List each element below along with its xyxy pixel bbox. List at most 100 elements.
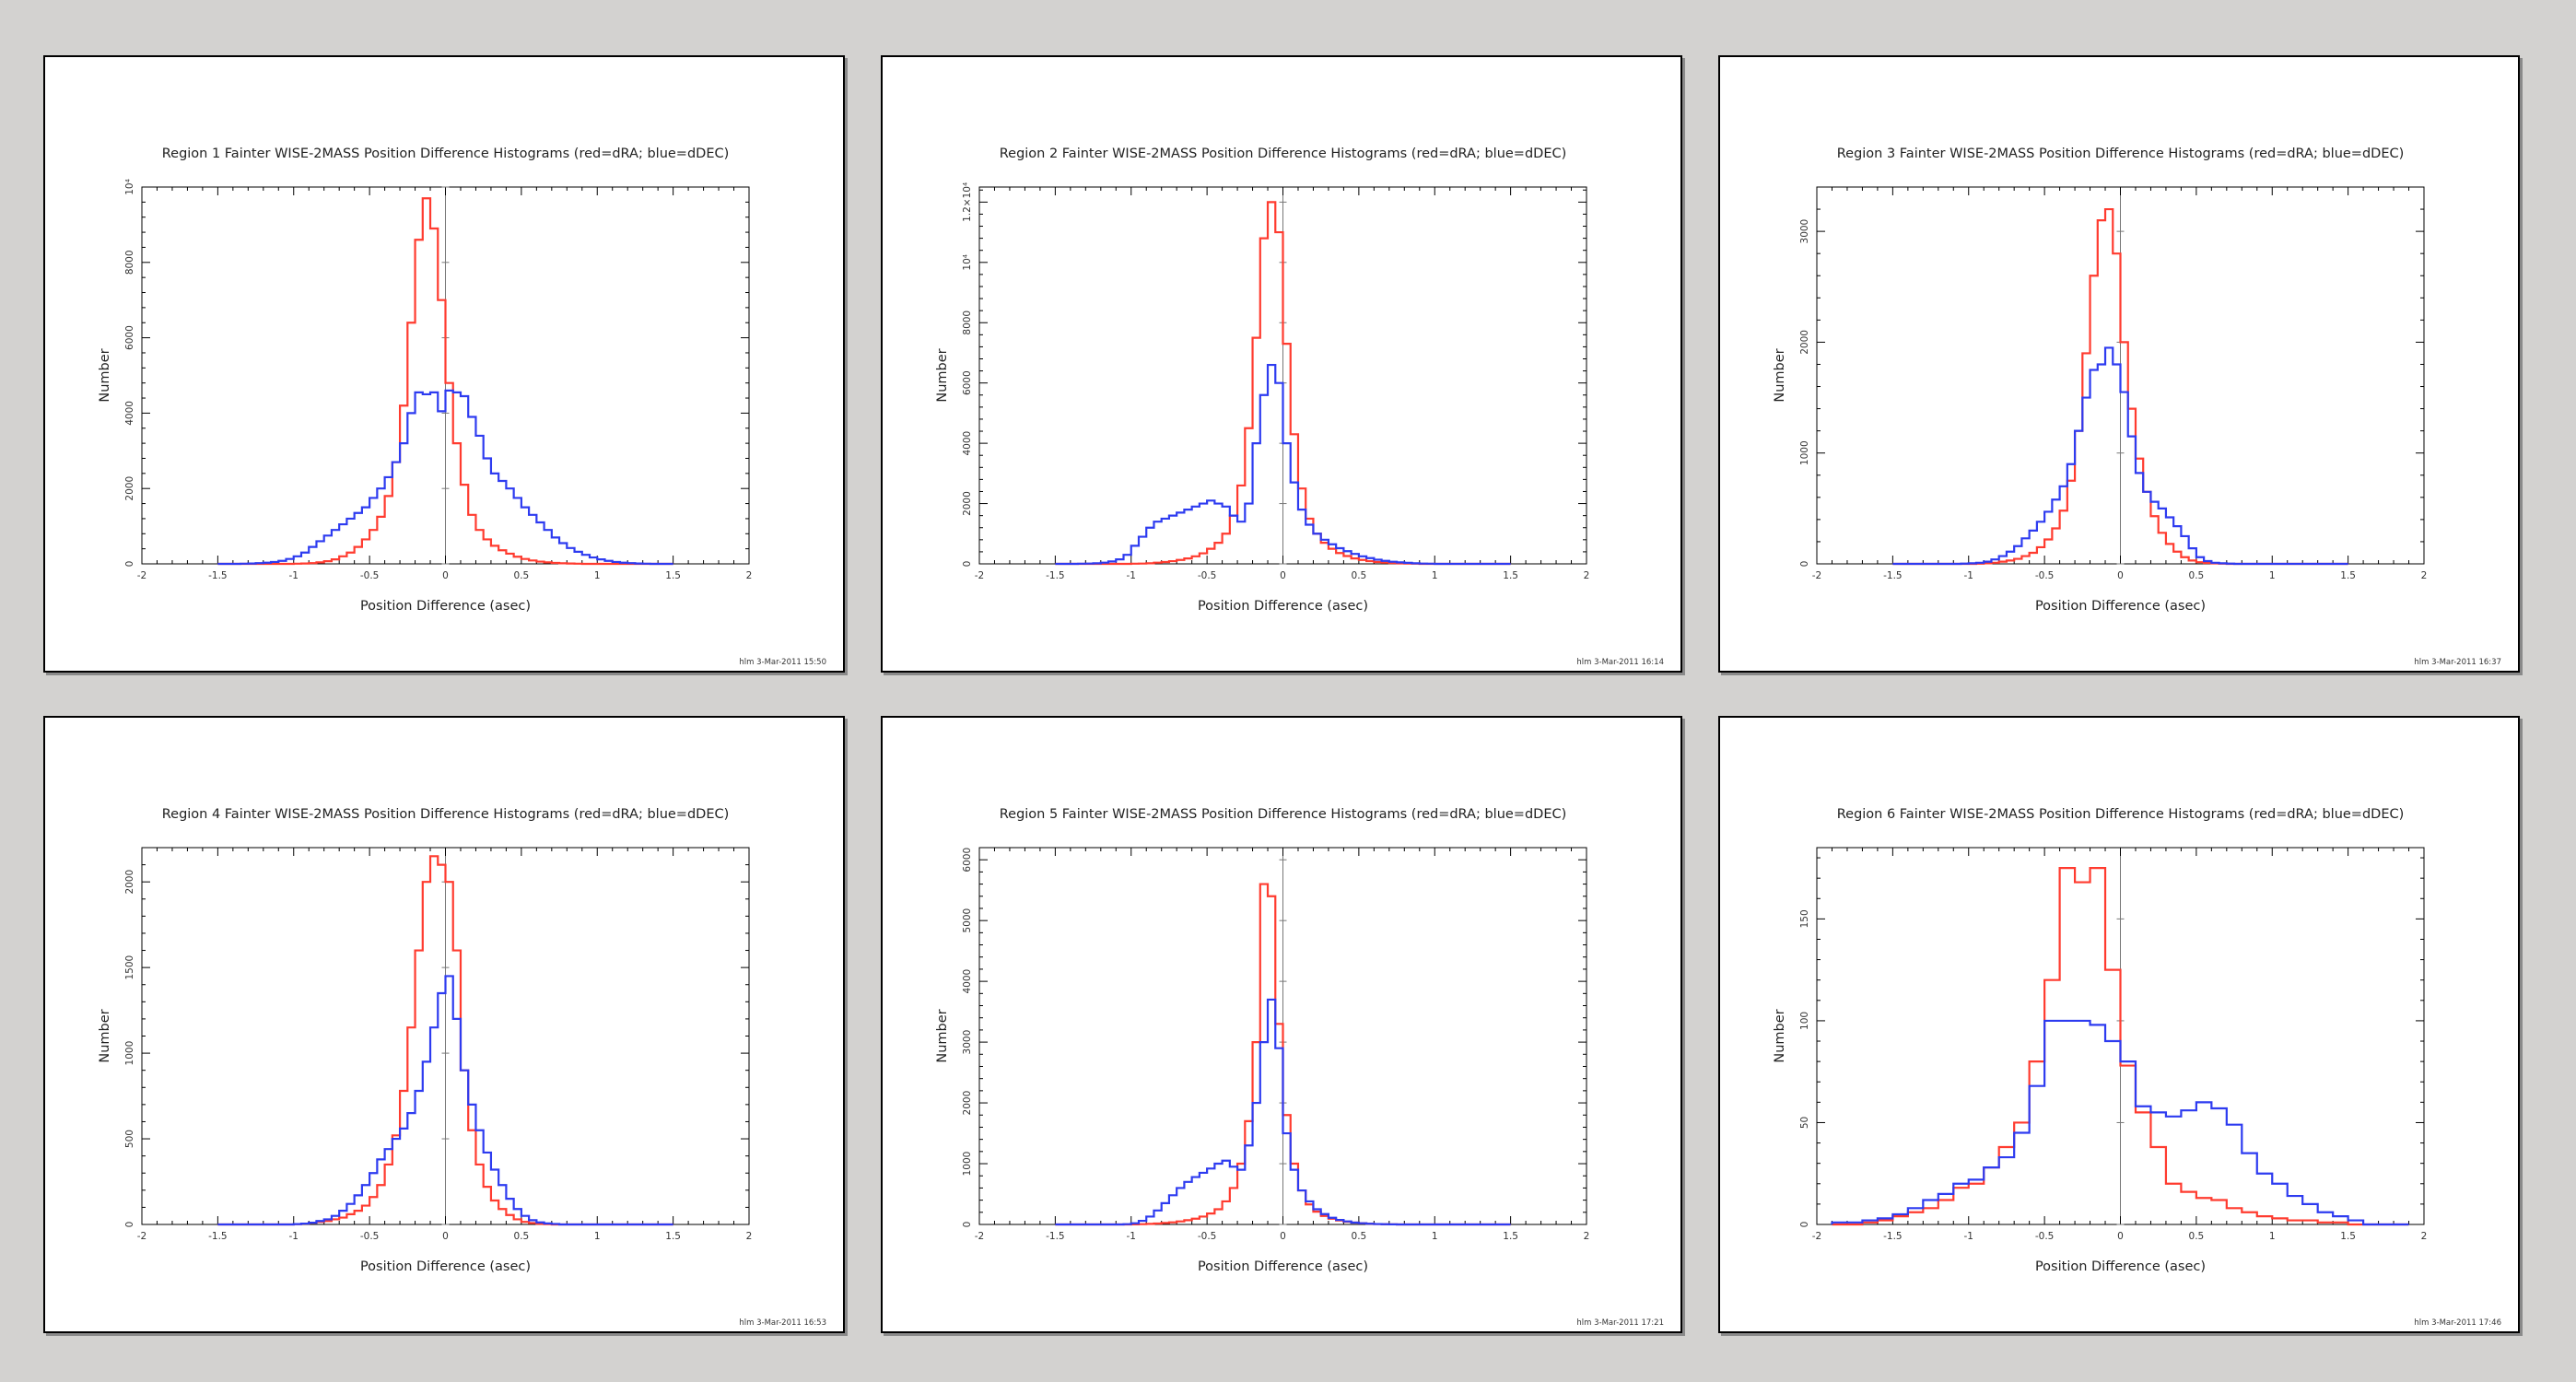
x-tick-label: -0.5 <box>360 570 380 581</box>
y-axis-label: Number <box>98 1009 112 1062</box>
x-tick-label: 1 <box>1432 570 1438 581</box>
x-tick-label: 2 <box>2421 1231 2428 1242</box>
histogram-series-dDEC <box>217 975 673 1226</box>
x-tick-label: 0.5 <box>2189 1231 2205 1242</box>
x-tick-label: 1.5 <box>1503 570 1518 581</box>
y-tick-label: 4000 <box>962 969 973 994</box>
x-tick-label: -1 <box>1127 570 1136 581</box>
x-tick-label: 1 <box>594 570 601 581</box>
x-tick-label: -1.5 <box>1046 570 1065 581</box>
x-tick-label: 0 <box>1280 1231 1286 1242</box>
x-tick-label: -1 <box>1964 1231 1973 1242</box>
histogram-chart: Region 4 Fainter WISE-2MASS Position Dif… <box>98 807 826 1328</box>
y-tick-label: 1000 <box>124 1041 135 1066</box>
y-tick-label: 2000 <box>124 476 135 501</box>
x-tick-label: 0 <box>2117 570 2124 581</box>
y-tick-label: 6000 <box>962 370 973 395</box>
x-axis-label: Position Difference (asec) <box>1198 1259 1368 1274</box>
y-tick-label: 1500 <box>124 955 135 980</box>
y-tick-label: 0 <box>1799 1222 1810 1228</box>
y-tick-label: 1000 <box>962 1152 973 1177</box>
y-tick-label: 4000 <box>124 401 135 426</box>
x-tick-label: -2 <box>975 1231 984 1242</box>
y-tick-label: 10⁴ <box>962 254 973 271</box>
x-tick-label: -0.5 <box>2035 570 2055 581</box>
histogram-panel-1: Region 1 Fainter WISE-2MASS Position Dif… <box>43 55 845 673</box>
x-tick-label: 1 <box>2269 570 2276 581</box>
x-tick-label: 0.5 <box>1352 1231 1367 1242</box>
x-tick-label: -1 <box>1964 570 1973 581</box>
timestamp-stamp: hlm 3-Mar-2011 16:14 <box>1576 658 1664 667</box>
y-axis-label: Number <box>935 348 950 402</box>
y-tick-label: 10⁴ <box>124 179 135 195</box>
chart-title: Region 2 Fainter WISE-2MASS Position Dif… <box>1000 146 1567 161</box>
y-tick-label: 8000 <box>124 250 135 275</box>
y-tick-label: 500 <box>124 1130 135 1148</box>
x-tick-label: 1.5 <box>2340 570 2356 581</box>
timestamp-stamp: hlm 3-Mar-2011 17:21 <box>1576 1318 1664 1328</box>
timestamp-stamp: hlm 3-Mar-2011 17:46 <box>2414 1318 2501 1328</box>
histogram-chart: Region 5 Fainter WISE-2MASS Position Dif… <box>935 807 1664 1328</box>
x-tick-label: 0.5 <box>514 1231 530 1242</box>
x-tick-label: 0 <box>1280 570 1286 581</box>
x-tick-label: -1.5 <box>1046 1231 1065 1242</box>
y-axis-label: Number <box>1773 348 1787 402</box>
y-tick-label: 6000 <box>962 848 973 873</box>
x-tick-label: -2 <box>137 570 146 581</box>
x-tick-label: 1.5 <box>2340 1231 2356 1242</box>
histogram-panel-2: Region 2 Fainter WISE-2MASS Position Dif… <box>881 55 1682 673</box>
x-tick-label: -1 <box>289 570 299 581</box>
histogram-series-dDEC <box>1055 998 1511 1226</box>
x-axis-label: Position Difference (asec) <box>360 599 531 614</box>
histogram-panel-6: Region 6 Fainter WISE-2MASS Position Dif… <box>1718 716 2520 1333</box>
x-tick-label: -0.5 <box>360 1231 380 1242</box>
x-axis-label: Position Difference (asec) <box>360 1259 531 1274</box>
x-tick-label: 1.5 <box>1503 1231 1518 1242</box>
histogram-panel-4: Region 4 Fainter WISE-2MASS Position Dif… <box>43 716 845 1333</box>
x-tick-label: 0.5 <box>2189 570 2205 581</box>
y-tick-label: 2000 <box>962 491 973 516</box>
y-axis-label: Number <box>935 1009 950 1062</box>
x-tick-label: 0 <box>2117 1231 2124 1242</box>
y-tick-label: 4000 <box>962 431 973 456</box>
y-tick-label: 0 <box>962 1222 973 1228</box>
y-axis-label: Number <box>98 348 112 402</box>
x-tick-label: 2 <box>1584 1231 1590 1242</box>
y-tick-label: 1.2×10⁴ <box>962 182 973 222</box>
histogram-chart: Region 1 Fainter WISE-2MASS Position Dif… <box>98 146 826 667</box>
x-tick-label: -2 <box>1812 570 1821 581</box>
chart-title: Region 5 Fainter WISE-2MASS Position Dif… <box>1000 807 1567 822</box>
histogram-series-dDEC <box>1892 346 2348 566</box>
chart-title: Region 4 Fainter WISE-2MASS Position Dif… <box>162 807 730 822</box>
y-tick-label: 3000 <box>962 1030 973 1055</box>
histogram-chart: Region 3 Fainter WISE-2MASS Position Dif… <box>1773 146 2501 667</box>
x-axis-label: Position Difference (asec) <box>1198 599 1368 614</box>
x-tick-label: 1.5 <box>665 570 681 581</box>
histogram-series-dDEC <box>217 389 673 566</box>
x-tick-label: -1 <box>1127 1231 1136 1242</box>
x-tick-label: 1 <box>2269 1231 2276 1242</box>
y-tick-label: 0 <box>124 561 135 568</box>
timestamp-stamp: hlm 3-Mar-2011 16:53 <box>739 1318 826 1328</box>
y-tick-label: 50 <box>1799 1117 1810 1129</box>
histogram-series-dDEC <box>1831 1019 2409 1226</box>
y-tick-label: 0 <box>962 561 973 568</box>
x-tick-label: 0.5 <box>1352 570 1367 581</box>
x-tick-label: 2 <box>1584 570 1590 581</box>
y-tick-label: 0 <box>1799 561 1810 568</box>
y-tick-label: 0 <box>124 1222 135 1228</box>
y-tick-label: 8000 <box>962 310 973 335</box>
x-tick-label: 1.5 <box>665 1231 681 1242</box>
histogram-panel-3: Region 3 Fainter WISE-2MASS Position Dif… <box>1718 55 2520 673</box>
x-tick-label: 0 <box>442 1231 449 1242</box>
x-tick-label: 1 <box>1432 1231 1438 1242</box>
histogram-series-dRA <box>217 197 673 566</box>
chart-title: Region 6 Fainter WISE-2MASS Position Dif… <box>1837 807 2405 822</box>
x-tick-label: 2 <box>746 570 753 581</box>
y-tick-label: 5000 <box>962 908 973 933</box>
y-axis-label: Number <box>1773 1009 1787 1062</box>
y-tick-label: 1000 <box>1799 440 1810 465</box>
timestamp-stamp: hlm 3-Mar-2011 15:50 <box>739 658 826 667</box>
histogram-series-dRA <box>1832 867 2409 1226</box>
x-tick-label: 1 <box>594 1231 601 1242</box>
